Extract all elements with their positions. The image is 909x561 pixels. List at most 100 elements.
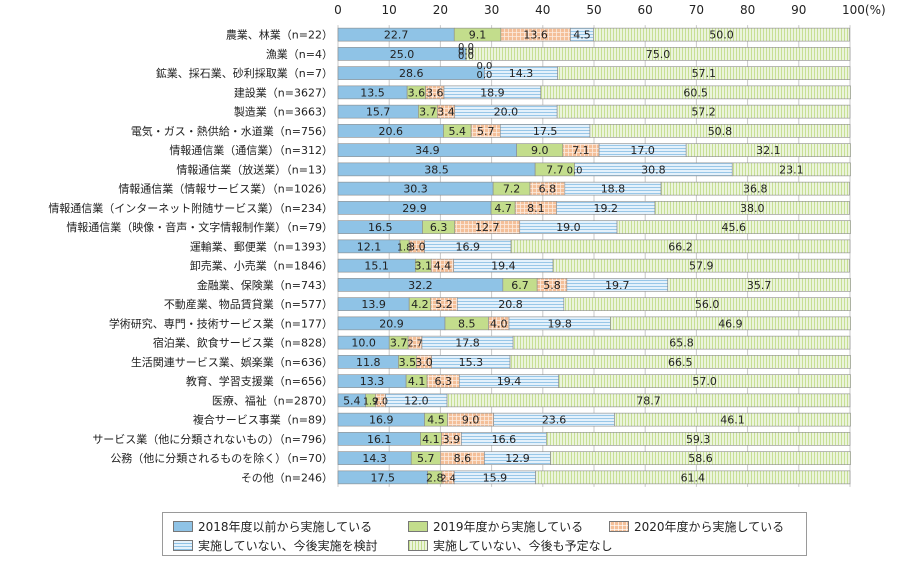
data-label: 65.8 [669, 337, 694, 350]
data-label: 50.8 [708, 125, 733, 138]
data-label: 35.7 [747, 279, 772, 292]
category-label: 公務（他に分類されるものを除く）（n=70） [110, 451, 333, 465]
data-label: 0.0 [458, 46, 474, 57]
x-tick-label: 40 [535, 3, 550, 17]
data-label: 29.9 [402, 202, 427, 215]
legend-item-2019: 2019年度から実施している [408, 518, 583, 535]
category-label: 情報通信業（映像・音声・文字情報制作業）（n=79） [66, 220, 333, 234]
category-label: 製造業（n=3663） [234, 105, 333, 119]
data-label: 12.1 [357, 240, 382, 253]
legend: 2018年度以前から実施している 2019年度から実施している 2020年度から… [162, 512, 807, 556]
data-label: 19.0 [556, 221, 581, 234]
bar-segment [660, 181, 850, 196]
legend-label-considering: 実施していない、今後実施を検討 [198, 539, 378, 553]
data-label: 23.6 [542, 414, 567, 427]
data-label: 30.3 [403, 183, 428, 196]
legend-swatch-2019 [408, 521, 428, 532]
data-label: 57.0 [692, 375, 717, 388]
data-label: 4.1 [408, 375, 426, 388]
data-label: 45.6 [722, 221, 747, 234]
bars [337, 27, 851, 485]
category-label: 建設業（n=3627） [234, 85, 333, 99]
bar-segment [616, 220, 851, 234]
data-label: 3.6 [426, 86, 444, 99]
data-label: 17.0 [630, 144, 655, 157]
data-label: 7.1 [572, 144, 590, 157]
data-label: 20.9 [379, 317, 404, 330]
category-label: 不動産業、物品賃貸業（n=577） [164, 297, 333, 311]
category-label: 情報通信業（情報サービス業）（n=1026） [118, 183, 333, 196]
data-label: 12.7 [475, 221, 500, 234]
x-tick-label: 10 [382, 3, 397, 17]
data-label: 7.7 [546, 163, 564, 176]
data-label: 20.8 [498, 298, 523, 311]
data-label: 58.6 [688, 452, 713, 465]
data-label: 8.6 [454, 452, 472, 465]
data-label: 15.9 [483, 471, 508, 484]
legend-item-2020: 2020年度から実施している [609, 518, 784, 535]
bar-segment [589, 124, 851, 138]
bar-segment [556, 104, 851, 119]
data-label: 30.8 [641, 163, 666, 176]
bar-segment [535, 470, 851, 485]
data-label: 18.9 [480, 86, 505, 99]
data-label: 3.7 [419, 106, 437, 119]
data-label: 0.0 [458, 51, 474, 62]
category-label: サービス業（他に分類されないもの）（n=796） [92, 433, 333, 446]
data-label: 16.5 [368, 221, 393, 234]
data-label: 2.8 [426, 471, 444, 484]
data-label: 4.0 [490, 317, 508, 330]
x-tick-label: 20 [433, 3, 448, 17]
data-label: 38.0 [740, 202, 765, 215]
data-label: 56.0 [695, 298, 720, 311]
data-label: 14.3 [509, 67, 534, 80]
data-label: 66.5 [668, 356, 693, 369]
data-label: 0.0 [567, 165, 583, 176]
bar-segment [552, 258, 850, 273]
data-label: 16.1 [367, 433, 392, 446]
data-label: 13.5 [360, 86, 385, 99]
data-label: 32.2 [408, 279, 433, 292]
legend-item-2018: 2018年度以前から実施している [173, 518, 372, 535]
data-label: 5.7 [417, 452, 435, 465]
data-label: 0.0 [458, 42, 474, 53]
bar-segment [540, 85, 851, 100]
data-label: 5.7 [477, 125, 495, 138]
data-label: 5.4 [449, 125, 467, 138]
category-label: その他（n=246） [241, 471, 333, 484]
bar-segment [512, 335, 851, 350]
data-label: 46.9 [718, 317, 743, 330]
data-label: 3.0 [408, 240, 426, 253]
category-label: 漁業（n=4） [266, 47, 333, 61]
data-label: 15.7 [366, 106, 391, 119]
legend-item-considering: 実施していない、今後実施を検討 [173, 537, 378, 554]
data-label: 16.9 [456, 240, 481, 253]
category-label: 宿泊業、飲食サービス業（n=828） [153, 336, 333, 350]
data-label: 13.3 [360, 375, 385, 388]
data-label: 3.6 [408, 86, 426, 99]
data-label: 12.9 [505, 452, 530, 465]
data-label: 16.9 [369, 414, 394, 427]
data-label: 60.5 [683, 86, 708, 99]
data-label: 57.2 [691, 106, 716, 119]
category-label: 複合サービス事業（n=89） [193, 413, 333, 427]
data-label: 7.2 [503, 183, 521, 196]
data-label: 11.8 [356, 356, 381, 369]
data-label: 46.1 [720, 414, 745, 427]
x-tick-label: 50 [586, 3, 601, 17]
data-label: 2.0 [373, 396, 388, 407]
data-label: 4.2 [411, 298, 429, 311]
data-label: 15.3 [459, 356, 484, 369]
bar-segment [509, 355, 851, 369]
legend-swatch-2018 [173, 521, 193, 532]
data-label: 28.6 [399, 67, 424, 80]
data-label: 75.0 [646, 48, 671, 61]
bar-segment [557, 66, 851, 80]
bar-segment [654, 201, 850, 215]
data-label: 5.8 [543, 279, 561, 292]
bar-segment [563, 297, 851, 311]
data-label: 16.6 [492, 433, 517, 446]
data-label: 17.8 [455, 337, 480, 350]
legend-swatch-no-plan [408, 540, 428, 551]
category-label: 情報通信業（通信業）（n=312） [169, 144, 333, 157]
